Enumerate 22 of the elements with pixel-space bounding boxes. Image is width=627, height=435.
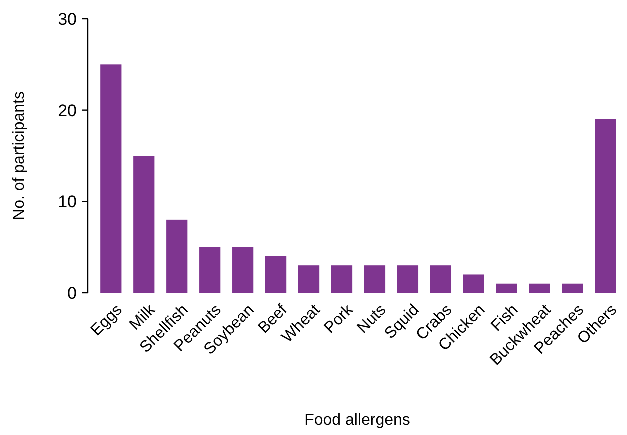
bar (298, 266, 320, 293)
bar (463, 274, 484, 293)
bar (265, 256, 287, 293)
y-tick-label: 30 (58, 10, 77, 29)
x-axis-title: Food allergens (304, 412, 410, 429)
bar (100, 64, 122, 293)
bar (134, 156, 155, 293)
bar (595, 119, 616, 293)
bar (331, 266, 353, 293)
y-tick-label: 10 (58, 192, 77, 212)
bar (529, 284, 550, 293)
y-axis-title: No. of participants (11, 92, 28, 220)
bar (430, 266, 452, 293)
bar (364, 266, 386, 293)
bar (232, 247, 254, 293)
bar (562, 284, 584, 293)
y-tick-label: 20 (58, 101, 77, 120)
bar (496, 284, 518, 293)
bar (200, 247, 221, 293)
bar (397, 266, 419, 293)
bar (166, 220, 188, 293)
y-tick-label: 0 (68, 284, 77, 303)
